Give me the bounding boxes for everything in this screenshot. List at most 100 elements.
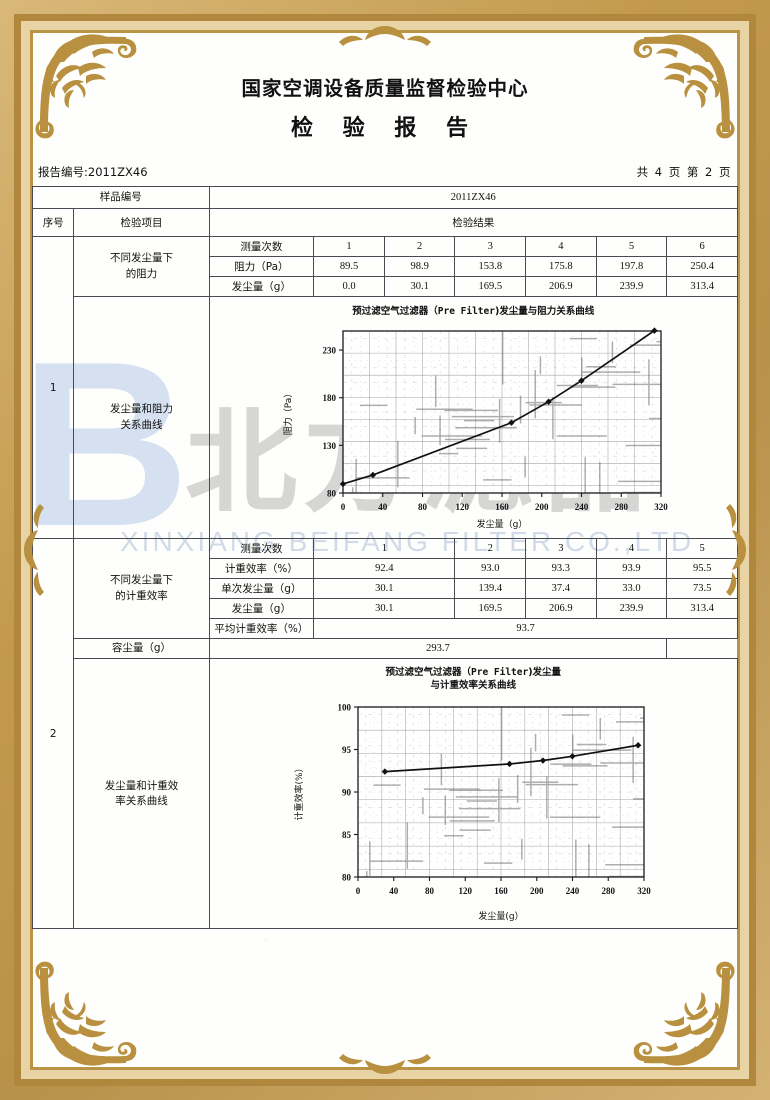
row-1-dust-5: 239.9 [595, 276, 668, 297]
row-1-item-resistance: 不同发尘量下 的阻力 [73, 236, 210, 297]
svg-text:200: 200 [535, 502, 549, 512]
chart-2-title-line1: 预过滤空气过滤器（Pre Filter)发尘量 [211, 667, 736, 680]
row-1-resistance-4: 175.8 [525, 256, 597, 277]
row-1-item-resistance-line1: 不同发尘量下 [109, 252, 173, 265]
row-2-efficiency-4: 93.9 [595, 558, 668, 579]
row-1-dust-6: 313.4 [666, 276, 738, 297]
svg-text:280: 280 [615, 502, 629, 512]
svg-text:200: 200 [530, 886, 544, 896]
row-2-efficiency-2: 93.0 [454, 558, 527, 579]
row-2-item-efficiency-line1: 不同发尘量下 [109, 574, 173, 587]
svg-text:发尘量（g）: 发尘量（g） [477, 518, 528, 529]
svg-text:80: 80 [425, 886, 435, 896]
chart-2-title-part1: 预过滤空气过滤器（ [385, 666, 471, 678]
svg-text:90: 90 [342, 787, 352, 797]
svg-text:240: 240 [566, 886, 580, 896]
svg-text:40: 40 [379, 502, 389, 512]
svg-text:85: 85 [342, 829, 352, 839]
svg-text:230: 230 [323, 345, 337, 355]
row-1-head-resistance: 阻力（Pa） [208, 256, 315, 277]
sample-no-value: 2011ZX46 [208, 186, 739, 209]
svg-text:120: 120 [459, 886, 473, 896]
chart-2-title: 预过滤空气过滤器（Pre Filter)发尘量 与计重效率关系曲线 [211, 667, 736, 693]
row-1-dust-4: 206.9 [525, 276, 597, 297]
row-2-head-efficiency: 计重效率（%） [208, 558, 315, 579]
svg-text:0: 0 [356, 886, 361, 896]
column-header-sn: 序号 [31, 208, 75, 237]
row-2-efficiency-1: 92.4 [313, 558, 456, 579]
svg-text:100: 100 [338, 702, 352, 712]
row-1-sn: 1 [31, 236, 75, 539]
row-2-single-dust-2: 139.4 [454, 578, 527, 599]
table-row-2-chart: 发尘量和计重效 率关系曲线 预过滤空气过滤器（Pre Filter)发尘量 与计… [33, 658, 739, 930]
column-header-result: 检验结果 [208, 208, 739, 237]
chart-2-title-mono: Pre Filter [471, 666, 529, 678]
row-2-item-curve-line2: 率关系曲线 [115, 794, 168, 807]
svg-text:320: 320 [638, 886, 652, 896]
svg-text:发尘量(g）: 发尘量(g） [479, 910, 524, 921]
row-2-head-single-dust: 单次发尘量（g） [208, 578, 315, 599]
inspection-result-table: 样品编号 2011ZX46 序号 检验项目 检验结果 1 不同发尘量下 的阻力 … [31, 186, 739, 930]
chart-efficiency: 预过滤空气过滤器（Pre Filter)发尘量 与计重效率关系曲线 0 40 80 1… [211, 667, 736, 921]
chart-cell-resistance: 预过滤空气过滤器（Pre Filter)发尘量与阻力关系曲线 0 40 80 120 1… [208, 296, 739, 539]
row-2-dust-4: 239.9 [595, 598, 668, 619]
table-row-1-dust: 发尘量（g） 0.0 30.1 169.5 206.9 239.9 313.4 [33, 276, 738, 297]
sample-no-label: 样品编号 [32, 186, 210, 209]
report-number-label: 报告编号: [38, 165, 88, 179]
svg-text:80: 80 [418, 502, 428, 512]
row-2-efficiency-3: 93.3 [525, 558, 597, 579]
chart-cell-efficiency: 预过滤空气过滤器（Pre Filter)发尘量 与计重效率关系曲线 0 40 80 1… [208, 658, 739, 930]
chart-2-svg: 0 40 80 120 160 200 240 280 320 80 85 90 95 100 发尘量(g）… [293, 702, 652, 921]
row-2-item-curve: 发尘量和计重效 率关系曲线 [73, 658, 210, 930]
table-row-1-chart: 发尘量和阻力 关系曲线 预过滤空气过滤器（Pre Filter)发尘量与阻力关系… [33, 296, 739, 539]
organization-title: 国家空调设备质量监督检验中心 [241, 77, 529, 100]
column-header-item: 检验项目 [73, 208, 210, 237]
row-2-item-efficiency-line2: 的计重效率 [115, 589, 168, 602]
svg-text:80: 80 [327, 488, 337, 498]
row-2-count-5: 5 [666, 538, 738, 559]
row-2-dust-1: 30.1 [313, 598, 456, 619]
page-info: 共 4 页 第 2 页 [636, 165, 732, 179]
table-row-1-resistance: 阻力（Pa） 89.5 98.9 153.8 175.8 197.8 250.4 [33, 256, 738, 277]
chart-1-title-mono: Pre Filter [437, 306, 495, 318]
row-2-single-dust-3: 37.4 [525, 578, 597, 599]
row-2-single-dust-4: 33.0 [595, 578, 668, 599]
row-1-head-count: 测量次数 [208, 236, 315, 257]
row-1-resistance-5: 197.8 [595, 256, 668, 277]
svg-text:阻力（Pa）: 阻力（Pa） [282, 389, 294, 436]
table-row-2-single-dust: 单次发尘量（g） 30.1 139.4 37.4 33.0 73.5 [33, 578, 738, 599]
svg-text:40: 40 [390, 886, 400, 896]
row-1-head-dust: 发尘量（g） [208, 276, 315, 297]
table-row-2-counts: 2 不同发尘量下 的计重效率 测量次数 1 2 3 4 5 [31, 537, 738, 930]
row-2-count-1: 1 [313, 538, 456, 559]
row-1-dust-2: 30.1 [383, 276, 456, 297]
report-number-value: 2011ZX46 [87, 165, 148, 179]
row-1-item-curve: 发尘量和阻力 关系曲线 [73, 296, 210, 539]
svg-text:95: 95 [342, 744, 352, 754]
row-2-head-avg-efficiency: 平均计重效率（%） [208, 618, 315, 639]
svg-text:320: 320 [655, 502, 669, 512]
row-2-dust-3: 206.9 [525, 598, 597, 619]
row-1-resistance-6: 250.4 [666, 256, 738, 277]
chart-2-title-part2: )发尘量 [528, 666, 562, 678]
row-2-avg-efficiency-value: 93.7 [313, 618, 738, 639]
row-1-count-5: 5 [595, 236, 668, 257]
chart-2-title-line2: 与计重效率关系曲线 [430, 679, 517, 691]
row-1-item-resistance-line2: 的阻力 [125, 267, 158, 280]
row-2-dust-2: 169.5 [454, 598, 527, 619]
row-2-head-dust: 发尘量（g） [208, 598, 315, 619]
svg-text:160: 160 [495, 886, 509, 896]
row-1-count-3: 3 [454, 236, 527, 257]
chart-1-title-part1: 预过滤空气过滤器（ [352, 306, 438, 318]
row-1-resistance-3: 153.8 [454, 256, 527, 277]
row-1-count-1: 1 [313, 236, 385, 257]
svg-text:130: 130 [323, 441, 337, 451]
row-2-head-capacity-label: 容尘量（g） [73, 637, 210, 660]
svg-text:280: 280 [602, 886, 616, 896]
table-row-2-avg-efficiency: 平均计重效率（%） 93.7 [33, 618, 738, 639]
chart-1-svg: 0 40 80 120 160 200 240 280 320 80 130 180 230 发尘量（g）… [282, 327, 669, 529]
row-1-dust-3: 169.5 [454, 276, 527, 297]
svg-text:80: 80 [342, 872, 352, 882]
report-meta-row: 报告编号:2011ZX46 共 4 页 第 2 页 [32, 164, 738, 180]
